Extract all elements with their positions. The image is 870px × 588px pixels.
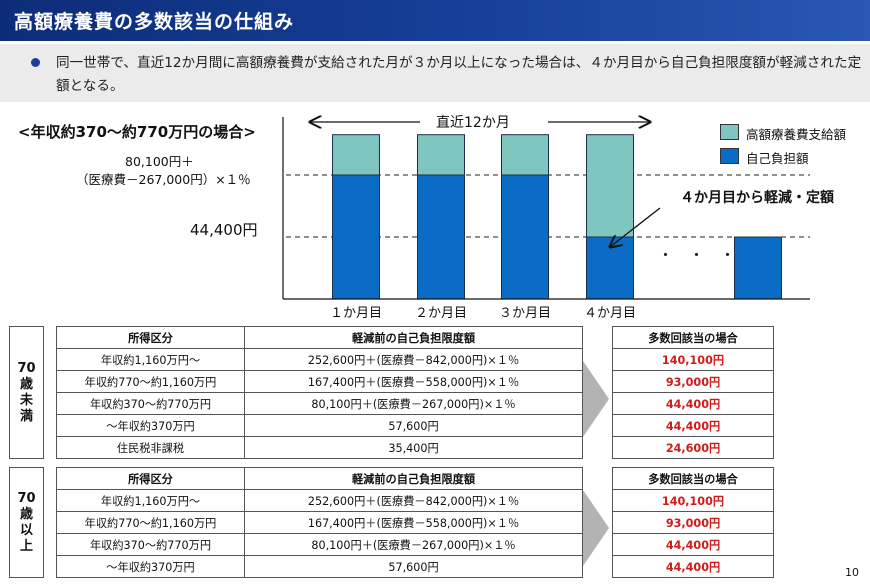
bar-segment — [501, 174, 549, 300]
table-row: 年収約370～約770万円 80,100円＋(医療費－267,000円)×１％ — [10, 392, 583, 415]
table-row: ～年収約370万円 57,600円 — [10, 555, 583, 578]
income-cell: 年収約370～約770万円 — [56, 533, 245, 556]
x-tick-label: １か月目 — [329, 306, 382, 321]
reduced-cell: 24,600円 — [612, 436, 774, 459]
table-row: 年収約770～約1,160万円 167,400円＋(医療費－558,000円)×１… — [10, 370, 583, 393]
bar-segment — [332, 174, 380, 300]
limit-cell: 57,600円 — [244, 555, 583, 578]
legend-label-benefit: 高額療養費支給額 — [746, 127, 847, 142]
bar-segment — [501, 134, 549, 176]
reduced-table-under-70: 多数回該当の場合 140,100円 93,000円 44,400円 44,400… — [612, 326, 774, 459]
period-label: 直近12か月 — [436, 115, 510, 131]
reduced-cell: 44,400円 — [612, 555, 774, 578]
header-limit: 軽減前の自己負担限度額 — [244, 326, 583, 349]
stacked-bar-chart — [282, 0, 810, 300]
bar-segment — [586, 134, 634, 238]
page-number: 10 — [845, 566, 859, 579]
formula-line1: 80,100円＋ — [125, 154, 194, 169]
limit-cell: 252,600円＋(医療費－842,000円)×１％ — [244, 489, 583, 512]
table-row: 年収約1,160万円～ 252,600円＋(医療費－842,000円)×１％ — [10, 489, 583, 512]
reduced-table-70-plus: 多数回該当の場合 140,100円 93,000円 44,400円 44,400… — [612, 467, 774, 578]
arrow-right-icon — [583, 361, 609, 437]
limit-cell: 57,600円 — [244, 414, 583, 437]
table-header-row: 70 歳以上 所得区分 軽減前の自己負担限度額 — [9, 467, 583, 578]
summary-box — [0, 44, 870, 102]
limit-table-under-70: 70 歳未満 所得区分 軽減前の自己負担限度額 年収約1,160万円～ 252,60… — [9, 326, 583, 459]
table-row: 住民税非課税 35,400円 — [10, 436, 583, 459]
header-reduced: 多数回該当の場合 — [612, 467, 774, 490]
legend-swatch-benefit — [720, 124, 739, 140]
summary-text: 同一世帯で、直近12か月間に高額療養費が支給された月が３か月以上になった場合は、… — [56, 55, 862, 94]
income-cell: 年収約1,160万円～ — [56, 489, 245, 512]
income-cell: 年収約770～約1,160万円 — [56, 370, 245, 393]
limit-cell: 80,100円＋(医療費－267,000円)×１％ — [244, 392, 583, 415]
bar-segment — [417, 174, 465, 300]
table-row: 年収約770～約1,160万円 167,400円＋(医療費－558,000円)×１… — [10, 511, 583, 534]
x-tick-label: ２か月目 — [414, 306, 467, 321]
x-tick-label: ３か月目 — [498, 306, 551, 321]
income-cell: 年収約770～約1,160万円 — [56, 511, 245, 534]
callout-arrow — [610, 207, 661, 247]
formula-line2: （医療費－267,000円）×１％ — [76, 172, 251, 187]
age-group-cell: 70 歳以上 — [9, 467, 44, 578]
income-cell: ～年収約370万円 — [56, 414, 245, 437]
page-title: 高額療養費の多数該当の仕組み — [14, 11, 295, 33]
bullet-icon — [31, 58, 40, 67]
bar-segment — [332, 134, 380, 176]
header-income: 所得区分 — [56, 326, 245, 349]
limit-cell: 80,100円＋(医療費－267,000円)×１％ — [244, 533, 583, 556]
table-row: 年収約1,160万円～ 252,600円＋(医療費－842,000円)×１％ — [10, 348, 583, 371]
reduced-cell: 44,400円 — [612, 392, 774, 415]
header-income: 所得区分 — [56, 467, 245, 490]
limit-cell: 167,400円＋(医療費－558,000円)×１％ — [244, 511, 583, 534]
arrow-right-icon — [583, 490, 609, 566]
reference-value-label: 44,400円 — [190, 221, 258, 239]
income-cell: 年収約370～約770万円 — [56, 392, 245, 415]
income-cell: 年収約1,160万円～ — [56, 348, 245, 371]
table-row: ～年収約370万円 57,600円 — [10, 414, 583, 437]
ellipsis: ・・・ — [658, 246, 752, 264]
limit-cell: 252,600円＋(医療費－842,000円)×１％ — [244, 348, 583, 371]
limit-cell: 167,400円＋(医療費－558,000円)×１％ — [244, 370, 583, 393]
age-group-cell: 70 歳未満 — [9, 326, 44, 459]
limit-table-70-plus: 70 歳以上 所得区分 軽減前の自己負担限度額 年収約1,160万円～ 252,60… — [9, 467, 583, 578]
case-title: <年収約370～約770万円の場合> — [18, 123, 256, 141]
reduced-cell: 93,000円 — [612, 511, 774, 534]
header-limit: 軽減前の自己負担限度額 — [244, 467, 583, 490]
table-row: 年収約370～約770万円 80,100円＋(医療費－267,000円)×１％ — [10, 533, 583, 556]
income-cell: ～年収約370万円 — [56, 555, 245, 578]
header-reduced: 多数回該当の場合 — [612, 326, 774, 349]
reduced-cell: 93,000円 — [612, 370, 774, 393]
x-tick-label: ４か月目 — [583, 306, 636, 321]
bar-segment — [417, 134, 465, 176]
legend-swatch-self-pay — [720, 148, 739, 164]
reduced-cell: 140,100円 — [612, 348, 774, 371]
legend-label-self-pay: 自己負担額 — [746, 151, 809, 166]
title-bar: 高額療養費の多数該当の仕組み — [0, 0, 870, 41]
table-header-row: 70 歳未満 所得区分 軽減前の自己負担限度額 — [9, 326, 583, 459]
bar-segment — [734, 236, 782, 300]
callout-text: ４か月目から軽減・定額 — [680, 190, 834, 206]
income-cell: 住民税非課税 — [56, 436, 245, 459]
limit-cell: 35,400円 — [244, 436, 583, 459]
reduced-cell: 44,400円 — [612, 414, 774, 437]
bars — [332, 134, 782, 300]
reduced-cell: 44,400円 — [612, 533, 774, 556]
reduced-cell: 140,100円 — [612, 489, 774, 512]
